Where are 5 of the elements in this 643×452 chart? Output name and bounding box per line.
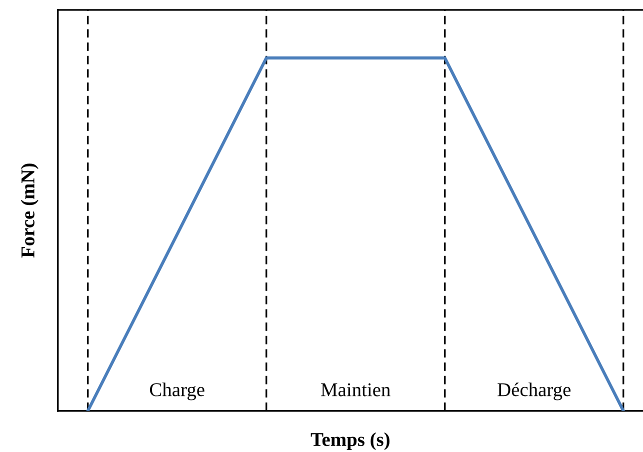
annotation: Charge: [150, 382, 204, 400]
annotation: Maintien: [321, 383, 390, 396]
x-axis-title: Temps (s): [310, 432, 390, 450]
y-axis-title: Force (mN): [20, 164, 38, 258]
annotation: Décharge: [498, 382, 571, 400]
